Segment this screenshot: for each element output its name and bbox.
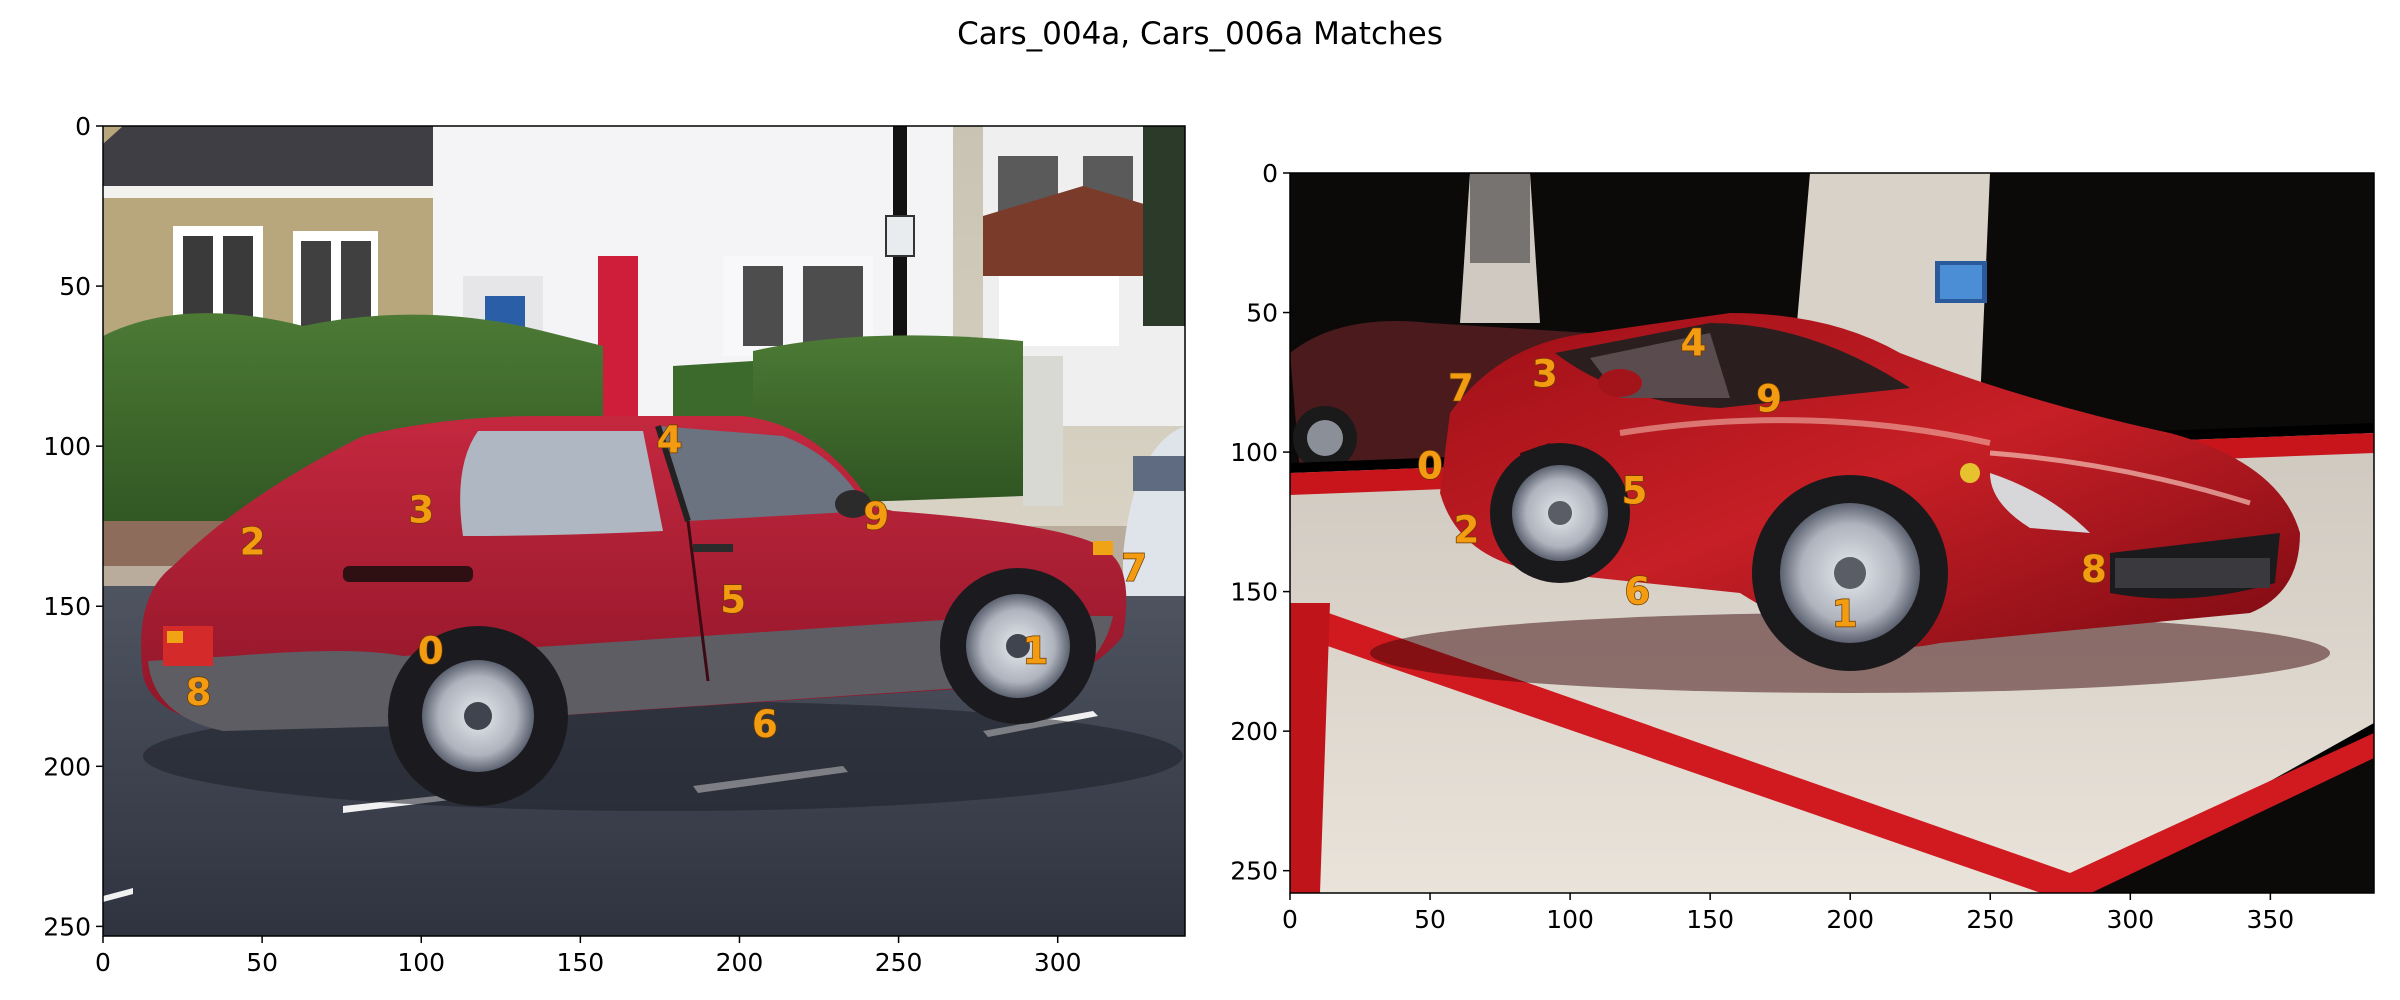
keypoint-label-right-1: 1 [1832, 592, 1858, 635]
keypoint-label-left-4: 4 [657, 418, 683, 461]
keypoint-label-right-0: 0 [1417, 445, 1443, 488]
y-tick-label: 100 [43, 432, 91, 461]
keypoint-label-left-5: 5 [720, 578, 746, 621]
x-tick-label: 200 [716, 948, 764, 977]
keypoint-label-right-5: 5 [1622, 470, 1648, 513]
keypoint-label-left-3: 3 [408, 489, 434, 532]
x-tick-label: 100 [397, 948, 445, 977]
x-tick-label: 200 [1826, 905, 1874, 934]
x-tick-label: 50 [246, 948, 278, 977]
y-tick-label: 50 [59, 272, 91, 301]
y-tick-label: 150 [43, 592, 91, 621]
y-tick-label: 250 [43, 912, 91, 941]
y-tick-label: 50 [1246, 299, 1278, 328]
keypoint-label-left-2: 2 [240, 521, 266, 564]
keypoint-label-right-6: 6 [1624, 570, 1650, 613]
x-tick-label: 300 [2106, 905, 2154, 934]
y-tick-label: 0 [1262, 159, 1278, 188]
axes-frame-left [102, 125, 1186, 937]
panel-left: 0 50 100 150 200 250 300 0 50 100 150 200 250 0 1 2 3 4 5… [43, 112, 1186, 977]
panel-right: 0 50 100 150 200 250 300 350 0 50 100 150 200 250 0 1 2… [1230, 159, 2375, 934]
x-tick-label: 50 [1414, 905, 1446, 934]
x-tick-label: 0 [1282, 905, 1298, 934]
x-tick-label: 150 [556, 948, 604, 977]
keypoint-label-left-1: 1 [1023, 630, 1049, 673]
x-tick-label: 350 [2247, 905, 2295, 934]
keypoint-label-right-2: 2 [1454, 509, 1480, 552]
x-tick-label: 150 [1686, 905, 1734, 934]
y-tick-label: 250 [1230, 857, 1278, 886]
keypoint-label-left-0: 0 [418, 630, 444, 673]
keypoint-label-right-7: 7 [1448, 366, 1474, 409]
figure-title: Cars_004a, Cars_006a Matches [957, 16, 1443, 52]
keypoint-label-right-8: 8 [2081, 548, 2107, 591]
y-tick-label: 150 [1230, 578, 1278, 607]
x-tick-label: 250 [875, 948, 923, 977]
y-tick-label: 200 [1230, 717, 1278, 746]
keypoints-right: 0 1 2 3 4 5 6 7 8 9 [1416, 321, 2107, 636]
x-tick-label: 0 [95, 948, 111, 977]
keypoint-label-right-9: 9 [1756, 378, 1782, 421]
x-tick-label: 100 [1546, 905, 1594, 934]
x-tick-label: 300 [1034, 948, 1082, 977]
y-tick-label: 0 [75, 112, 91, 141]
keypoint-label-right-4: 4 [1680, 322, 1706, 365]
y-tick-label: 200 [43, 752, 91, 781]
keypoint-label-right-3: 3 [1532, 352, 1558, 395]
keypoint-label-left-8: 8 [186, 671, 212, 714]
axes-frame-right [1289, 172, 2375, 894]
keypoint-label-left-6: 6 [752, 703, 778, 746]
keypoint-label-left-7: 7 [1121, 546, 1147, 589]
keypoints-left: 0 1 2 3 4 5 6 7 8 9 [185, 418, 1148, 747]
x-tick-label: 250 [1966, 905, 2014, 934]
photo-left [103, 126, 1185, 936]
photo-right [1290, 173, 2374, 893]
keypoint-label-left-9: 9 [863, 495, 889, 538]
y-tick-label: 100 [1230, 438, 1278, 467]
